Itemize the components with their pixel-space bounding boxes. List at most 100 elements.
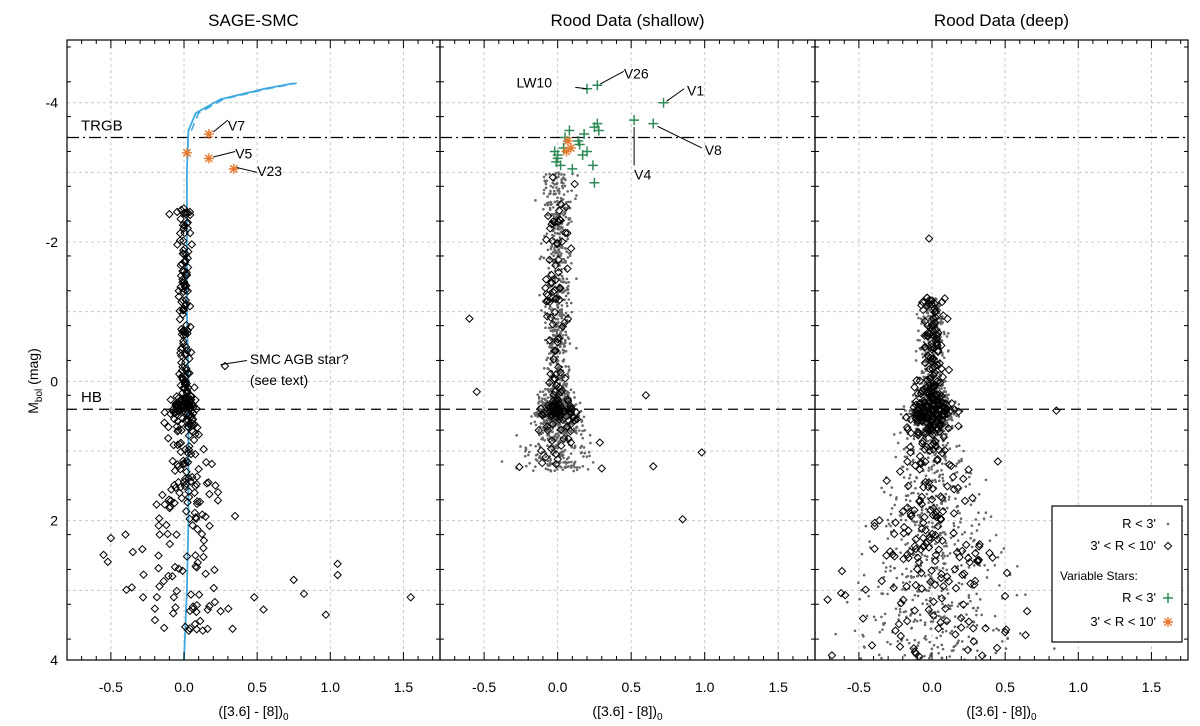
data-point-dot: [887, 522, 891, 526]
data-point-diamond: [840, 590, 850, 600]
data-point-diamond: [920, 316, 930, 326]
data-point-dot: [565, 457, 569, 461]
data-point-diamond: [543, 426, 552, 435]
annotation-leader: [600, 70, 625, 85]
data-point-dot: [560, 179, 564, 183]
data-point-diamond: [943, 314, 952, 324]
data-point-dot: [940, 387, 943, 391]
data-point-dot: [955, 462, 959, 465]
data-point-dot: [975, 529, 979, 532]
panels: -0.5 0.0 0.5 1.0 1.5 -4 -2 0 2 4 SAGE-SMC ([3.6] - …: [46, 11, 1189, 723]
data-point-dot: [570, 261, 573, 265]
panel-2: -0.5 0.0 0.5 1.0 1.5 Rood Data (shallow) ([3.6…: [439, 11, 816, 723]
data-point-diamond: [249, 592, 259, 602]
data-point-diamond: [927, 325, 937, 335]
data-point-dot: [569, 388, 573, 391]
data-point-dot: [554, 446, 558, 449]
data-point-dot: [573, 462, 576, 465]
data-point-dot: [853, 629, 857, 633]
legend: R < 3' 3' < R < 10' Variable Stars: R < 3' 3…: [1051, 505, 1183, 643]
data-point-asterisk: [561, 146, 572, 157]
data-point-dot: [551, 250, 555, 254]
data-point-dot: [983, 563, 986, 567]
data-point-dot: [556, 196, 559, 200]
data-point-diamond: [159, 623, 169, 633]
data-point-dot: [915, 574, 919, 578]
data-point-diamond: [199, 552, 208, 562]
data-point-dot: [563, 184, 567, 188]
data-point-diamond: [898, 595, 908, 605]
data-point-dot: [949, 536, 953, 540]
data-point-dot: [930, 468, 933, 471]
data-point-dot: [942, 330, 946, 334]
data-point-diamond: [928, 484, 938, 494]
data-point-dot: [563, 212, 567, 216]
data-point-diamond: [180, 474, 190, 484]
data-point-diamond: [162, 520, 171, 530]
data-point-diamond: [550, 346, 559, 356]
data-point-dot: [941, 647, 945, 651]
data-point-dot: [974, 518, 978, 521]
data-point-diamond: [931, 313, 941, 322]
data-point-dot: [925, 492, 929, 496]
data-point-dot: [950, 416, 953, 420]
data-point-dot: [911, 460, 915, 464]
data-point-dot: [529, 443, 532, 447]
data-point-diamond: [190, 508, 200, 518]
data-point-dot: [934, 452, 938, 455]
data-point-diamond: [917, 584, 927, 593]
data-point-dot: [946, 441, 950, 445]
data-point-dot: [541, 397, 544, 400]
data-point-diamond: [545, 224, 555, 233]
data-point-dot: [554, 215, 558, 219]
data-point-diamond: [916, 545, 926, 554]
data-point-dot: [578, 466, 581, 469]
data-point-dot: [567, 460, 571, 464]
data-point-diamond: [898, 507, 908, 516]
data-point-dot: [546, 444, 549, 447]
data-point-dot: [553, 434, 557, 438]
data-point-dot: [543, 311, 547, 314]
data-point-dot: [936, 645, 940, 649]
data-point-dot: [560, 316, 564, 319]
data-point-diamond: [553, 334, 563, 344]
data-point-dot: [955, 445, 958, 448]
panel-title: Rood Data (shallow): [550, 11, 704, 30]
data-point-diamond: [181, 286, 190, 295]
data-point-dot: [551, 260, 555, 264]
data-point-diamond: [173, 417, 182, 426]
data-point-dot: [859, 657, 863, 660]
data-point-dot: [544, 455, 548, 459]
data-point-diamond: [194, 430, 204, 439]
data-point-dot: [940, 643, 944, 647]
data-point-diamond: [939, 432, 949, 442]
data-point-dot: [533, 412, 536, 415]
data-point-dot: [524, 446, 528, 450]
data-point-diamond: [961, 540, 971, 550]
data-point-dot: [947, 418, 951, 421]
data-point-dot: [530, 415, 533, 418]
data-point-diamond: [953, 483, 963, 493]
data-point-dot: [942, 615, 945, 619]
data-point-dot: [883, 612, 887, 616]
data-point-dot: [909, 570, 913, 573]
data-point-dot: [1016, 565, 1019, 568]
data-point-dot: [559, 371, 563, 374]
data-point-diamond: [648, 462, 658, 471]
data-point-diamond: [902, 616, 912, 626]
data-point-diamond: [921, 457, 930, 467]
data-point-diamond: [333, 570, 342, 580]
data-point-dot: [941, 354, 944, 357]
data-point-dot: [525, 464, 528, 468]
data-point-diamond: [950, 564, 960, 574]
data-point-dot: [541, 390, 545, 393]
data-point-dot: [564, 311, 568, 315]
data-point-diamond: [152, 500, 161, 509]
data-point-dot: [944, 492, 948, 496]
data-point-dot: [969, 471, 973, 475]
data-point-diamond: [553, 455, 563, 464]
data-point-dot: [944, 541, 948, 545]
data-point-diamond: [154, 521, 164, 530]
data-point-dot: [574, 403, 578, 406]
data-point-dot: [927, 373, 930, 376]
